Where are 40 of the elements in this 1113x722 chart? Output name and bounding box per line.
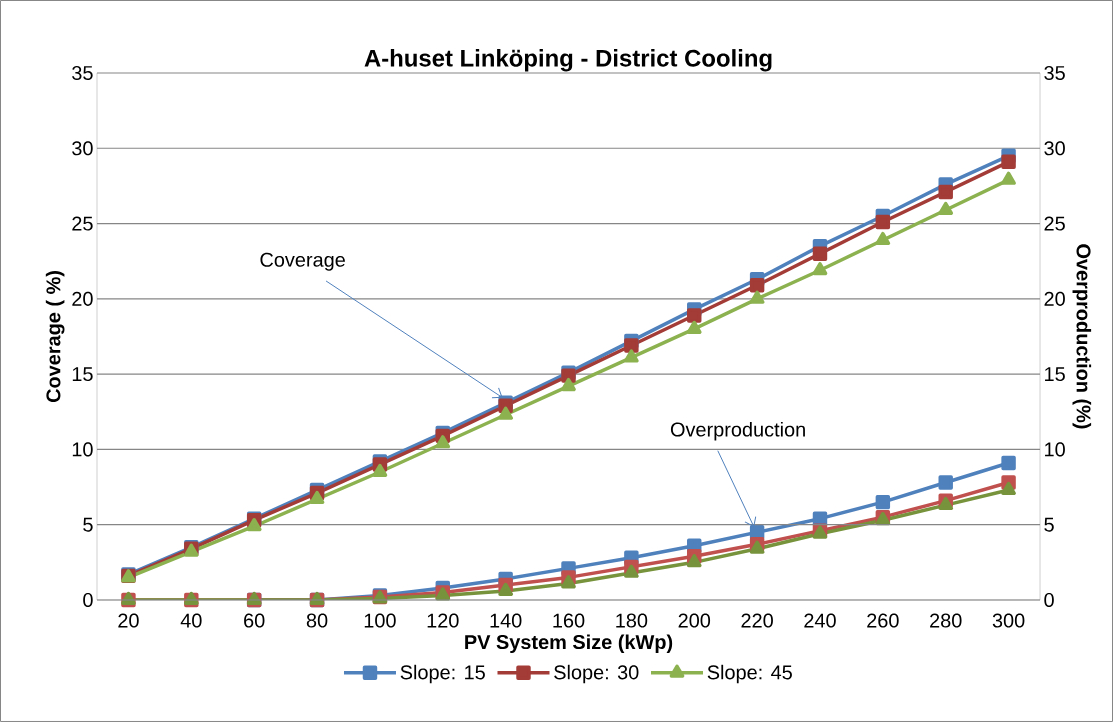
x-tick-label: 140 — [490, 613, 522, 628]
y-tick-label: 5 — [83, 517, 93, 532]
y2-tick-label: 15 — [1045, 367, 1065, 382]
y-axis-title: Coverage ( %) — [45, 271, 65, 403]
x-tick-label: 260 — [867, 613, 899, 628]
x-tick-label: 240 — [804, 613, 836, 628]
x-tick-label: 40 — [180, 613, 202, 628]
y-tick-label: 10 — [72, 442, 93, 457]
y2-tick-label: 20 — [1044, 291, 1065, 306]
y2-tick-label: 35 — [1044, 65, 1065, 81]
y2-axis-title: Overproduction (%) — [1072, 244, 1092, 429]
x-tick-label: 200 — [678, 613, 711, 628]
x-tick-label: 60 — [244, 613, 265, 628]
y-tick-label: 20 — [72, 291, 93, 306]
y2-tick-label: 5 — [1044, 517, 1054, 532]
legend-label: Slope: 45 — [707, 664, 792, 684]
x-tick-label: 180 — [616, 613, 648, 628]
x-tick-label: 280 — [930, 613, 962, 628]
y2-tick-label: 10 — [1045, 442, 1065, 457]
y-tick-label: 0 — [83, 592, 93, 608]
y-tick-label: 35 — [72, 65, 93, 81]
y-tick-label: 30 — [72, 141, 93, 156]
chart-title: A-huset Linköping - District Cooling — [364, 49, 772, 72]
x-tick-label: 160 — [553, 613, 585, 628]
legend-label: Slope: 30 — [554, 664, 639, 684]
x-tick-label: 300 — [992, 613, 1025, 628]
x-tick-label: 20 — [118, 613, 139, 628]
y2-tick-label: 25 — [1044, 216, 1065, 231]
y-tick-label: 15 — [72, 367, 93, 382]
y2-tick-label: 0 — [1044, 592, 1054, 608]
x-tick-label: 100 — [364, 613, 396, 628]
annotation: Coverage — [260, 252, 345, 271]
y-tick-label: 25 — [72, 216, 93, 231]
x-tick-label: 120 — [427, 613, 459, 628]
legend-label: Slope: 15 — [400, 664, 485, 684]
x-tick-label: 80 — [306, 613, 328, 628]
x-axis-title: PV System Size (kWp) — [465, 634, 673, 654]
annotation: Overproduction — [670, 421, 805, 441]
y2-tick-label: 30 — [1044, 141, 1065, 156]
x-tick-label: 220 — [741, 613, 773, 628]
